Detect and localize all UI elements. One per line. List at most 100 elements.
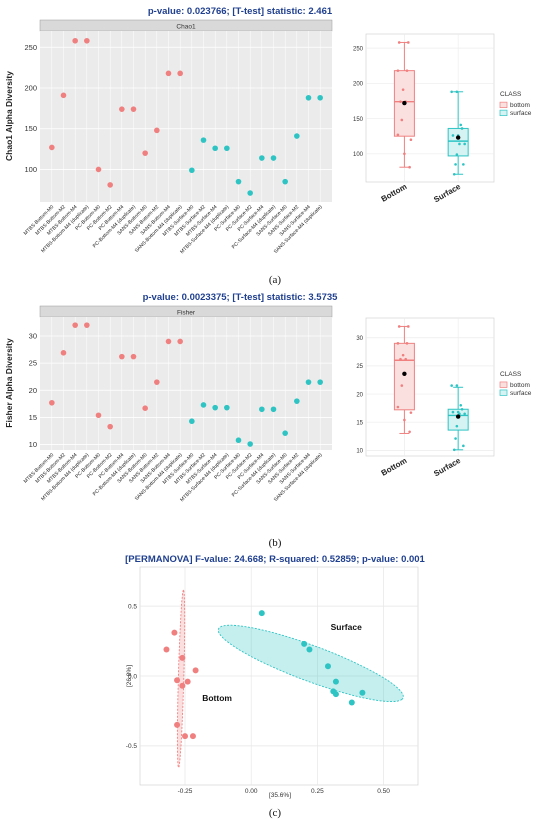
box-jitter-point <box>405 342 409 345</box>
data-point-surface <box>282 178 288 185</box>
box-jitter-point <box>460 127 464 130</box>
box-jitter-point <box>455 384 459 387</box>
legend-key-surface <box>499 389 508 396</box>
y-tick-label: 30 <box>356 336 363 342</box>
data-point-surface <box>305 379 312 385</box>
box-jitter-point <box>459 404 463 407</box>
data-point-bottom <box>177 338 183 345</box>
box-surface <box>447 127 469 157</box>
panel-b-caption: (b) <box>269 537 282 549</box>
data-point-bottom <box>72 37 78 44</box>
data-point-surface <box>317 94 323 101</box>
legend-label-surface: surface <box>510 110 532 117</box>
box-jitter-point <box>450 384 453 387</box>
box-jitter-point <box>454 163 457 166</box>
panel-b-points <box>49 322 323 447</box>
x-tick-label: 0.25 <box>311 788 324 795</box>
data-point-surface <box>270 406 277 413</box>
panel-a: p-value: 0.023766; [T-test] statistic: 2… <box>4 6 532 286</box>
box-jitter-point <box>397 325 401 328</box>
data-point-bottom <box>84 322 90 328</box>
box-jitter-point <box>454 437 457 440</box>
data-point-bottom <box>107 423 113 430</box>
y-tick-label: 20 <box>356 392 363 398</box>
panel-b-y-label: Fisher Alpha Diversity <box>4 338 14 428</box>
box-jitter-point <box>400 384 404 387</box>
data-point-surface <box>258 610 265 617</box>
data-point-bottom <box>189 733 196 740</box>
box-jitter-point <box>401 88 405 91</box>
panel-a-y-ticks: 100 150 200 250 <box>24 43 37 174</box>
panel-a-plot-area <box>40 31 332 202</box>
data-point-bottom <box>60 350 67 356</box>
box-x-category-label: Bottom <box>380 182 409 204</box>
panel-b-y-ticks: 10 15 20 25 30 <box>29 332 37 450</box>
panel-b-box-area <box>365 317 495 457</box>
legend-title: CLASS <box>500 91 522 98</box>
y-tick-label: 250 <box>24 43 37 52</box>
legend-key-surface <box>499 109 508 117</box>
data-point-bottom <box>179 682 186 689</box>
box-surface <box>447 408 469 431</box>
box-bottom <box>393 342 415 411</box>
data-point-surface <box>305 94 312 101</box>
data-point-bottom <box>130 106 137 112</box>
data-point-bottom <box>165 70 172 77</box>
y-tick-label: 15 <box>29 413 37 422</box>
data-point-bottom <box>174 721 181 728</box>
panel-c-group-labels: Bottom Surface <box>202 622 362 703</box>
data-point-surface <box>294 398 300 404</box>
panel-a-strip-label: Chao1 <box>176 24 196 31</box>
box-jitter-point <box>459 123 463 127</box>
data-point-bottom <box>177 70 183 77</box>
panel-c-y-label: [26.8%] <box>126 665 133 687</box>
panel-c-gridlines <box>140 567 418 785</box>
box-jitter-point <box>401 353 405 357</box>
legend-label-surface: surface <box>510 390 532 397</box>
panel-a-x-categories: MTBS-Bottom-M0MTBS-Bottom-M2MTBS-Bottom-… <box>23 204 324 255</box>
panel-c-caption: (c) <box>269 807 282 819</box>
data-point-bottom <box>49 144 55 151</box>
box-jitter-point <box>460 407 464 411</box>
data-point-surface <box>189 167 195 174</box>
box-jitter-point <box>458 142 461 146</box>
panel-b: p-value: 0.0023375; [T-test] statistic: … <box>4 292 532 549</box>
panel-a-points <box>49 37 323 196</box>
data-point-surface <box>200 402 207 408</box>
legend-key-bottom <box>499 101 508 109</box>
box-jitter-point <box>403 152 406 156</box>
box-jitter-point <box>396 133 400 137</box>
panel-c-ticks: -0.25 0.00 0.25 0.50 -0.5 0.0 0.5 <box>126 603 390 795</box>
y-tick-label: 25 <box>356 364 363 370</box>
box-jitter-point <box>451 134 455 137</box>
panel-a-title: p-value: 0.023766; [T-test] statistic: 2… <box>148 6 333 17</box>
legend-label-bottom: bottom <box>510 102 530 109</box>
y-tick-label: 0.5 <box>128 603 137 610</box>
data-point-surface <box>235 437 242 444</box>
panel-a-boxes <box>393 41 469 176</box>
data-point-surface <box>259 406 265 413</box>
data-point-bottom <box>95 166 102 173</box>
panel-c: [PERMANOVA] F-value: 24.668; R-squared: … <box>125 554 425 819</box>
data-point-bottom <box>72 322 78 328</box>
box-jitter-point <box>463 142 466 146</box>
box-jitter-point <box>462 163 465 166</box>
box-x-category-label: Bottom <box>380 456 409 478</box>
panel-b-strip-label: Fisher <box>177 310 196 317</box>
box-jitter-point <box>455 424 459 428</box>
panel-c-title: [PERMANOVA] F-value: 24.668; R-squared: … <box>125 554 425 565</box>
legend-key-bottom <box>499 381 508 388</box>
data-point-bottom <box>163 646 170 653</box>
y-tick-label: 200 <box>353 82 364 88</box>
data-point-surface <box>282 430 288 436</box>
data-point-bottom <box>142 405 148 412</box>
data-point-surface <box>200 137 207 143</box>
panel-b-x-categories: MTBS-Bottom-M0MTBS-Bottom-M2MTBS-Bottom-… <box>23 452 324 503</box>
panel-a-box-x-categories: Bottom Surface <box>380 182 463 205</box>
box-x-category-label: Surface <box>432 456 462 479</box>
data-point-bottom <box>84 37 90 44</box>
panel-b-gridlines <box>40 317 332 450</box>
